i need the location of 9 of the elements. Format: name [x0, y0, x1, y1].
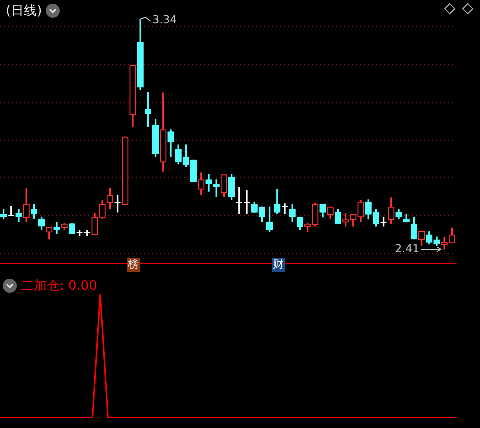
series-label: 二加仓: 0.00 — [21, 278, 98, 295]
chart-title: (日线) — [6, 3, 42, 20]
candlestick — [282, 204, 288, 214]
text: 财 — [272, 258, 285, 272]
candlestick — [206, 174, 212, 192]
candlestick — [54, 222, 60, 234]
text: 榜 — [127, 258, 140, 272]
annotation: 2.41 — [395, 242, 420, 256]
annotation: 3.34 — [152, 13, 178, 26]
